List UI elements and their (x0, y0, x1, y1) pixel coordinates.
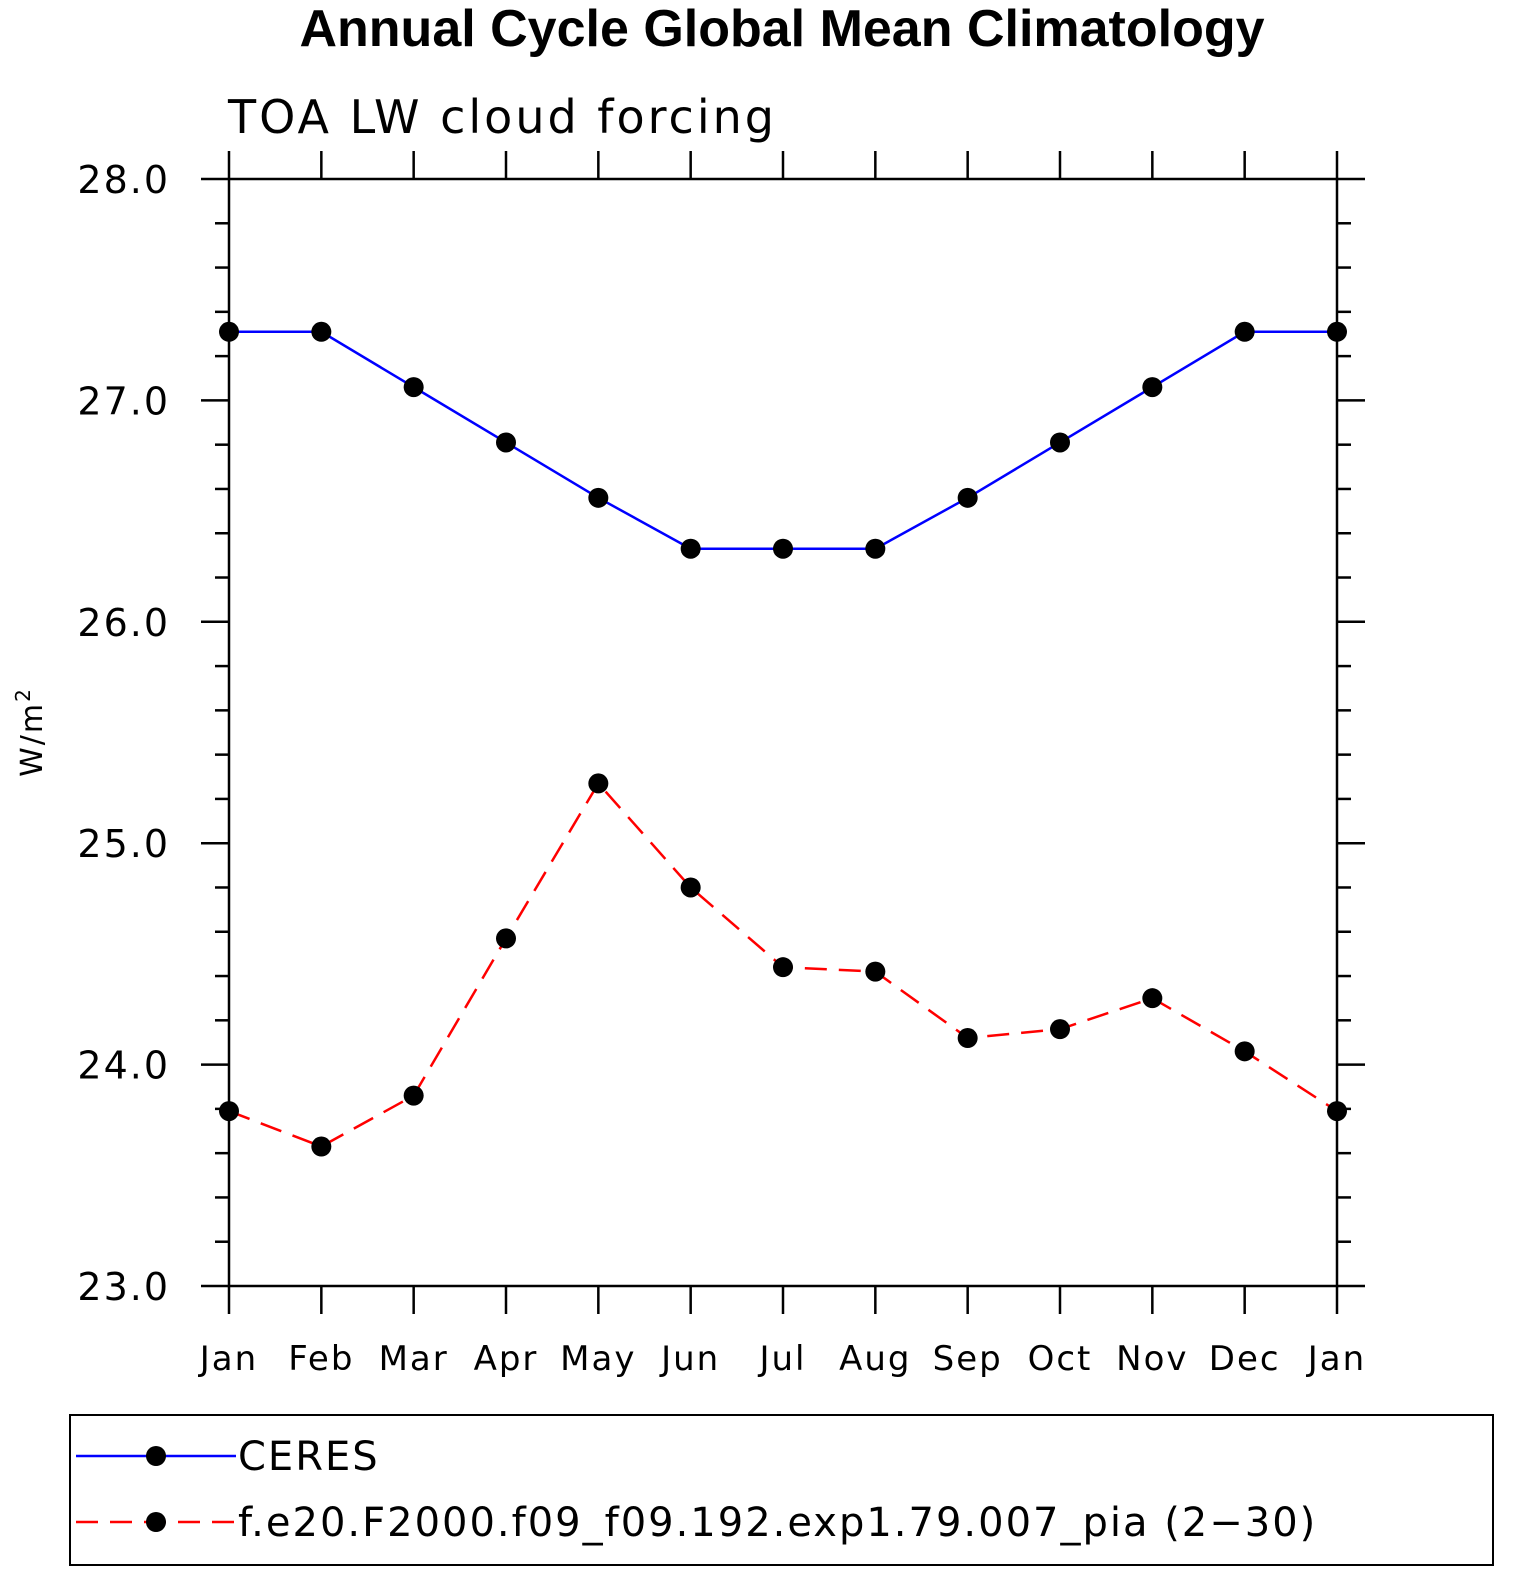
data-point (311, 1136, 332, 1157)
svg-text:W/m2: W/m2 (11, 687, 50, 777)
x-tick-label: Sep (933, 1339, 1003, 1379)
y-tick-label: 26.0 (77, 601, 170, 645)
x-tick-label: Nov (1116, 1339, 1188, 1379)
series-2 (219, 773, 1347, 1157)
data-point (1050, 432, 1070, 453)
x-tick-label: Apr (474, 1339, 539, 1379)
x-tick-label: Oct (1028, 1339, 1093, 1379)
y-tick-label: 23.0 (77, 1265, 170, 1309)
legend-box (69, 1414, 1494, 1566)
series-1 (219, 321, 1347, 559)
data-point (1142, 988, 1163, 1009)
data-point (403, 1085, 424, 1106)
x-tick-label: Feb (288, 1339, 354, 1379)
legend-label-1: CERES (238, 1434, 380, 1480)
x-tick-label: Jul (757, 1339, 806, 1379)
legend-marker-1 (146, 1446, 166, 1466)
x-tick-label: Jun (659, 1339, 720, 1379)
data-point (865, 961, 886, 982)
data-point (496, 432, 516, 453)
data-point (1327, 1101, 1347, 1122)
x-tick-label: Aug (839, 1339, 911, 1379)
chart-subtitle: TOA LW cloud forcing (227, 90, 777, 144)
data-point (588, 773, 609, 794)
data-point (1050, 1019, 1070, 1040)
data-point (1327, 321, 1347, 342)
y-tick-label: 28.0 (77, 158, 170, 202)
legend-label-2: f.e20.F2000.f09_f09.192.exp1.79.007_pia … (238, 1500, 1317, 1546)
data-point (957, 487, 978, 508)
y-tick-label: 27.0 (77, 379, 170, 423)
x-tick-label: Mar (379, 1339, 449, 1379)
data-point (680, 538, 701, 559)
y-axis-label: W/m2 (11, 687, 50, 777)
data-point (219, 321, 239, 342)
series-layer (219, 321, 1347, 1157)
data-point (588, 487, 609, 508)
axes: 23.0 24.0 25.0 26.0 27.0 28.0 Jan Feb Mar Apr May J… (77, 151, 1366, 1379)
plot-frame (227, 177, 1339, 1288)
data-point (865, 538, 886, 559)
y-tick-label: 25.0 (77, 822, 170, 866)
data-point (680, 877, 701, 898)
data-point (773, 538, 793, 559)
x-tick-label: Jan (198, 1339, 258, 1379)
x-tick-label: Dec (1209, 1339, 1281, 1379)
data-point (311, 321, 332, 342)
legend: CERES f.e20.F2000.f09_f09.192.exp1.79.007… (69, 1414, 1494, 1566)
data-point (219, 1101, 239, 1122)
data-point (403, 377, 424, 398)
data-point (1142, 377, 1163, 398)
x-tick-label: May (560, 1339, 636, 1379)
chart-title: Annual Cycle Global Mean Climatology (299, 0, 1264, 58)
y-axis-label-superscript: 2 (11, 687, 35, 702)
y-axis-label-text: W/m (15, 702, 50, 777)
series-line (229, 330, 1337, 550)
legend-marker-2 (146, 1512, 166, 1532)
data-point (773, 957, 793, 978)
y-tick-label: 24.0 (77, 1044, 170, 1088)
data-point (1234, 321, 1255, 342)
x-tick-label: Jan (1306, 1339, 1366, 1379)
data-point (496, 928, 516, 949)
data-point (957, 1028, 978, 1049)
data-point (1234, 1041, 1255, 1062)
